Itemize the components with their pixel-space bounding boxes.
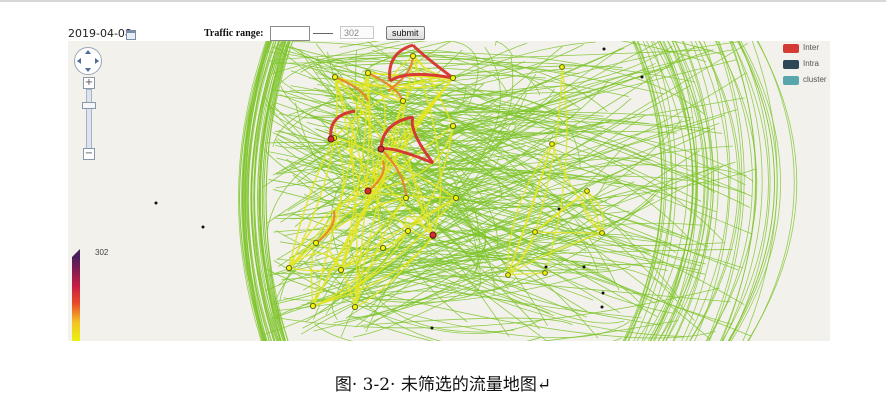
traffic-range-label: Traffic range: — [204, 28, 264, 39]
calendar-icon[interactable] — [126, 30, 136, 40]
legend-swatch — [783, 44, 799, 53]
traffic-network — [154, 41, 798, 341]
pan-up-icon[interactable] — [85, 50, 91, 54]
pan-control[interactable] — [74, 47, 102, 75]
zoom-out-button[interactable]: − — [83, 148, 95, 160]
top-border — [0, 0, 886, 2]
figure-caption: 图· 3-2· 未筛选的流量地图↵ — [334, 375, 552, 395]
legend-swatch — [783, 60, 799, 69]
colorbar-max-label: 302 — [95, 248, 109, 257]
zoom-slider-track[interactable] — [86, 89, 92, 149]
control-bar: 2019-04-08 Traffic range: 302 submit — [68, 26, 828, 42]
date-label: 2019-04-08 — [68, 27, 132, 40]
legend-label: Intra — [803, 59, 820, 68]
submit-button[interactable]: submit — [386, 26, 425, 40]
legend-label: cluster — [803, 75, 827, 84]
pan-left-icon[interactable] — [77, 58, 81, 64]
legend-label: Inter — [803, 43, 820, 52]
colorbar-cap — [72, 249, 80, 257]
zoom-in-button[interactable]: + — [83, 77, 95, 89]
legend-swatch — [783, 76, 799, 85]
range-max-input[interactable]: 302 — [340, 26, 374, 39]
traffic-map[interactable]: + − Inter Intra cluster 302 — [68, 41, 830, 341]
zoom-slider-handle[interactable] — [82, 102, 96, 109]
range-separator — [313, 33, 333, 34]
range-min-input[interactable] — [270, 26, 310, 41]
pan-down-icon[interactable] — [85, 68, 91, 72]
traffic-colorbar — [72, 257, 80, 341]
pan-right-icon[interactable] — [95, 58, 99, 64]
